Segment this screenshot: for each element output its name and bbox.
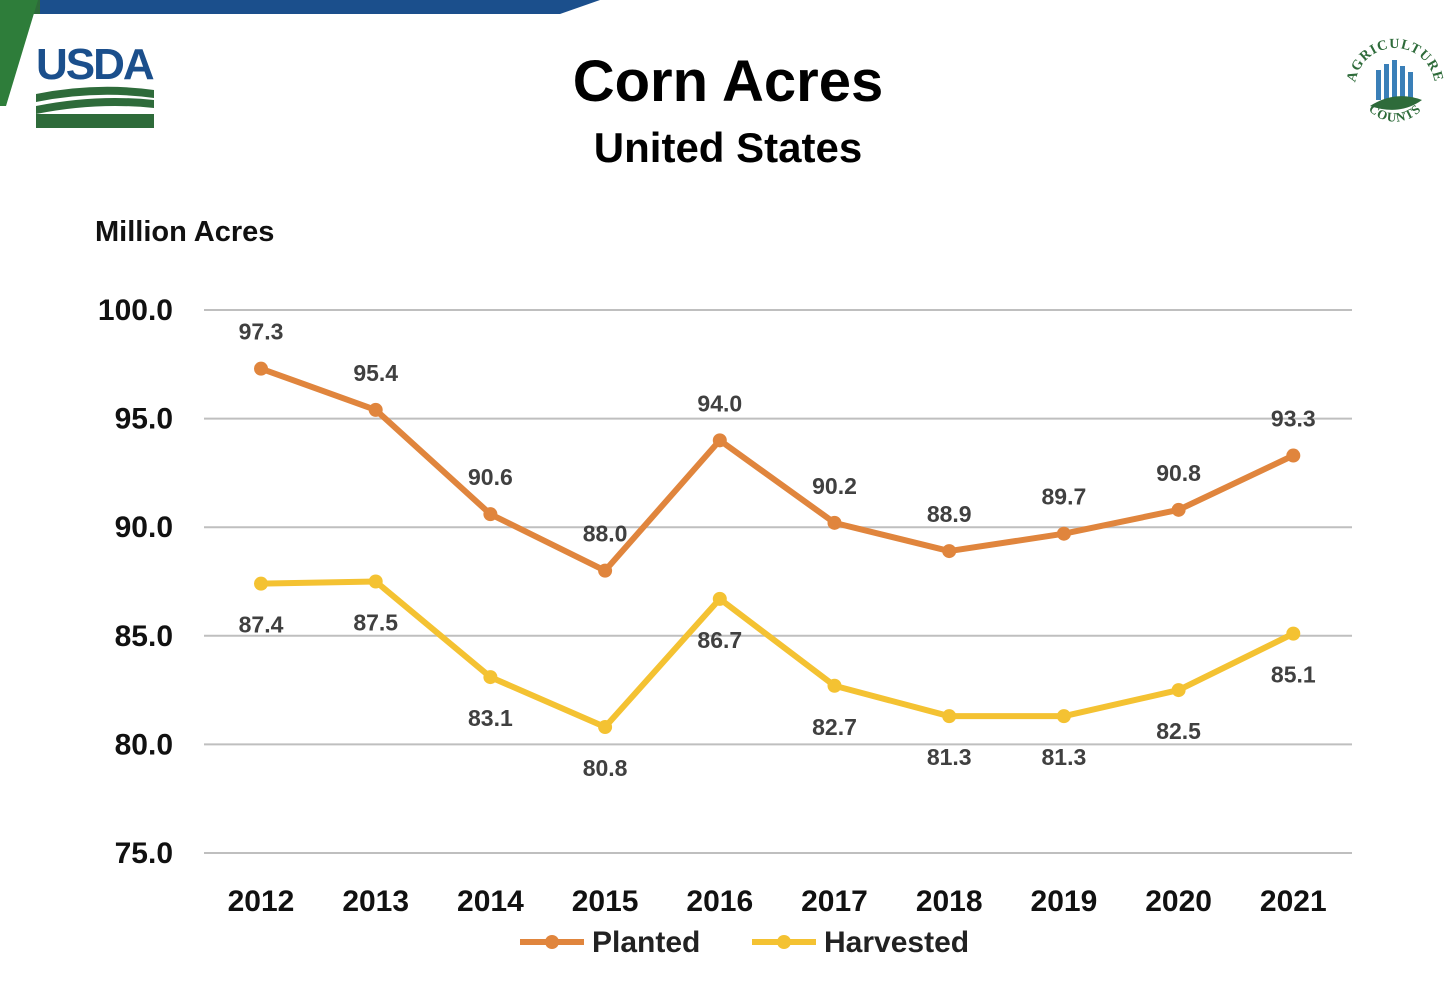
legend-swatch-marker <box>545 935 559 949</box>
data-label-planted: 90.8 <box>1156 460 1201 486</box>
legend-label: Harvested <box>824 926 969 959</box>
y-tick-label: 85.0 <box>115 620 173 653</box>
series-line-planted <box>258 365 1297 574</box>
data-label-planted: 94.0 <box>697 390 742 416</box>
x-tick-label: 2013 <box>342 885 409 918</box>
gridlines <box>204 309 1352 854</box>
data-label-harvested: 81.3 <box>1042 744 1087 770</box>
data-label-harvested: 87.5 <box>353 610 398 636</box>
y-tick-label: 100.0 <box>98 294 173 327</box>
data-point-harvested <box>1056 709 1071 724</box>
data-point-planted <box>942 544 957 559</box>
y-tick-label: 75.0 <box>115 837 173 870</box>
data-point-planted <box>598 563 613 578</box>
data-label-planted: 95.4 <box>353 360 398 386</box>
agriculture-counts-seal-icon: AGRICULTURE COUNTS <box>1344 37 1444 125</box>
data-point-harvested <box>254 576 268 591</box>
series-line-harvested <box>258 578 1297 731</box>
data-point-planted <box>827 515 842 530</box>
data-label-harvested: 83.1 <box>468 705 513 731</box>
data-point-planted <box>368 402 383 417</box>
y-tick-label: 95.0 <box>115 403 173 436</box>
data-label-planted: 93.3 <box>1271 406 1316 432</box>
x-tick-label: 2018 <box>916 885 983 918</box>
legend-label: Planted <box>592 926 700 959</box>
data-point-harvested <box>827 678 842 693</box>
data-label-harvested: 82.7 <box>812 714 857 740</box>
x-tick-label: 2015 <box>572 885 639 918</box>
data-point-harvested <box>368 574 383 589</box>
agriculture-counts-logo: AGRICULTURE COUNTS <box>1340 30 1450 140</box>
x-tick-label: 2020 <box>1145 885 1212 918</box>
legend-item-harvested[interactable]: Harvested <box>752 926 969 959</box>
legend-item-planted[interactable]: Planted <box>520 926 700 959</box>
x-tick-label: 2012 <box>228 885 295 918</box>
x-tick-label: 2017 <box>801 885 868 918</box>
data-label-planted: 90.6 <box>468 464 513 490</box>
usda-logo-text: USDA <box>36 40 155 89</box>
data-point-harvested <box>942 709 957 724</box>
usda-logo: USDA <box>30 40 160 132</box>
x-tick-label: 2014 <box>457 885 524 918</box>
usda-fields-icon <box>36 84 154 128</box>
x-tick-label: 2016 <box>686 885 753 918</box>
data-label-planted: 97.3 <box>239 319 284 345</box>
data-point-harvested <box>483 670 498 685</box>
data-label-harvested: 81.3 <box>927 744 972 770</box>
data-point-harvested <box>1171 683 1186 698</box>
y-tick-label: 80.0 <box>115 728 173 761</box>
x-tick-label: 2019 <box>1031 885 1098 918</box>
legend-swatch-marker <box>777 935 791 949</box>
y-tick-label: 90.0 <box>115 511 173 544</box>
data-label-harvested: 85.1 <box>1271 662 1316 688</box>
data-label-harvested: 86.7 <box>697 627 742 653</box>
data-point-harvested <box>712 591 727 606</box>
data-point-planted <box>1171 502 1186 517</box>
data-label-harvested: 82.5 <box>1156 718 1201 744</box>
data-label-harvested: 80.8 <box>583 755 628 781</box>
x-axis-ticks: 2012 2013 2014 2015 2016 2017 2018 2019 2020 2021 <box>228 885 1327 918</box>
data-point-planted <box>1286 448 1301 463</box>
header-accent-stripe <box>0 0 38 106</box>
data-point-harvested <box>598 720 613 735</box>
legend[interactable]: Planted Harvested <box>520 926 969 959</box>
data-label-planted: 90.2 <box>812 473 857 499</box>
data-label-planted: 88.9 <box>927 501 972 527</box>
series <box>254 361 1301 735</box>
y-axis-ticks: 100.0 95.0 90.0 85.0 80.0 75.0 <box>98 294 173 870</box>
data-point-planted <box>483 507 498 522</box>
data-label-planted: 89.7 <box>1042 484 1087 510</box>
data-label-planted: 88.0 <box>583 521 628 547</box>
data-point-planted <box>1056 526 1071 541</box>
y-axis-label: Million Acres <box>95 216 275 248</box>
chart-title: Corn Acres <box>572 49 884 114</box>
data-labels: 97.3 95.4 90.6 88.0 94.0 90.2 88.9 89.7 90.8 93.3… <box>239 319 1316 781</box>
data-label-harvested: 87.4 <box>239 612 284 638</box>
data-point-planted <box>712 433 727 448</box>
x-tick-label: 2021 <box>1260 885 1327 918</box>
data-point-harvested <box>1286 626 1301 641</box>
chart-subtitle: United States <box>593 124 863 171</box>
data-point-planted <box>254 361 268 376</box>
